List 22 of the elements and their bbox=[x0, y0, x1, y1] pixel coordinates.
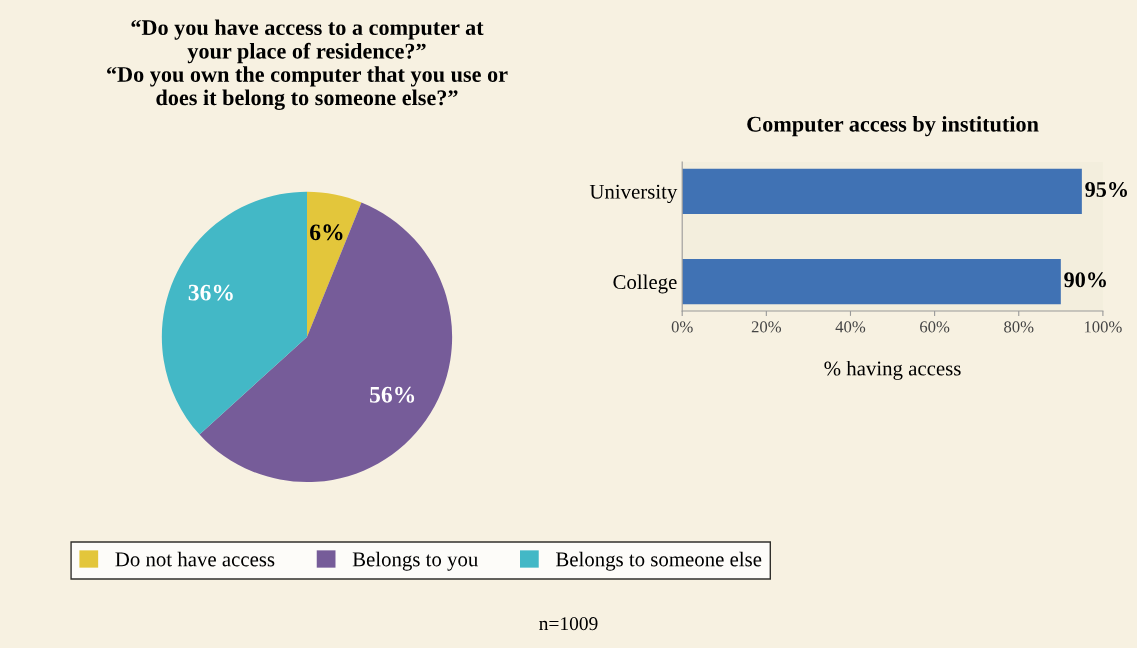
chart-title: “Do you have access to a computer at your place of residence?” “Do you own the computer that you use or does it belong to someone else?” bbox=[107, 19, 508, 110]
x-tick-label: 0% bbox=[671, 321, 693, 333]
x-tick-label: 20% bbox=[751, 321, 782, 333]
legend-label: Belongs to you bbox=[352, 551, 478, 571]
x-tick-label: 80% bbox=[1004, 321, 1034, 333]
y-tick-label: University bbox=[589, 184, 678, 204]
x-tick-label: 60% bbox=[920, 321, 950, 333]
data-label: 6% bbox=[310, 224, 343, 241]
legend-label: Belongs to someone else bbox=[556, 551, 762, 571]
legend-label: Do not have access bbox=[115, 551, 275, 567]
data-label: 95% bbox=[1085, 181, 1127, 197]
x-tick-label: 100% bbox=[1084, 321, 1122, 333]
pie-slice bbox=[161, 191, 307, 435]
text: n=1009 bbox=[539, 617, 598, 631]
data-label: 36% bbox=[188, 284, 233, 301]
pie-slice bbox=[306, 191, 362, 337]
y-tick-label: College bbox=[613, 274, 677, 294]
x-tick-label: 40% bbox=[835, 321, 866, 333]
data-label: 90% bbox=[1064, 272, 1106, 288]
x-axis-title: % having access bbox=[824, 360, 961, 380]
data-label: 56% bbox=[370, 386, 415, 403]
chart-title: Computer access by institution bbox=[747, 116, 1039, 137]
